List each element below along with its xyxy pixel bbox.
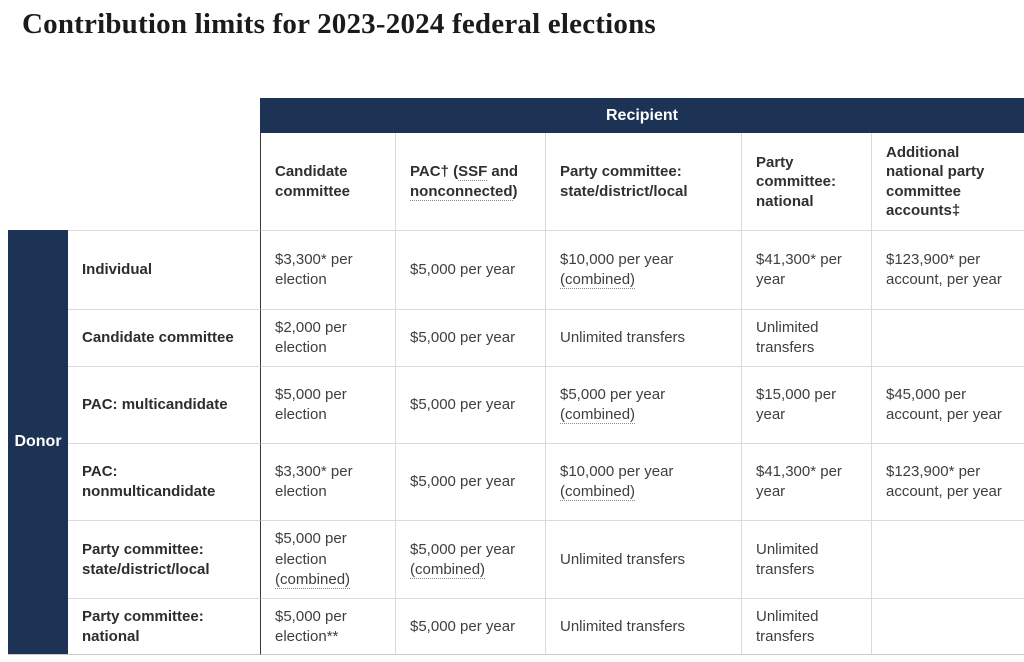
glossary-term-combined[interactable]: (combined) — [560, 271, 636, 290]
cell-text: Unlimited transfers — [756, 540, 819, 578]
table-cell: $2,000 per election — [260, 309, 395, 367]
table-cell: $3,300* per election — [260, 230, 395, 310]
glossary-term-combined[interactable]: (combined) — [410, 560, 486, 579]
row-label-text: PAC: multicandidate — [82, 396, 228, 414]
cell-text: Unlimited transfers — [560, 329, 686, 347]
table-cell: $45,000 per account, per year — [871, 366, 1024, 444]
table-cell: $5,000 per year — [395, 366, 545, 444]
contribution-limits-table: Recipient Candidate committee PAC† (SSF … — [8, 98, 1024, 656]
cell-text: $2,000 per election — [275, 319, 347, 357]
column-header-party-national: Party committee: national — [741, 133, 871, 231]
pac-header-suffix: ) — [512, 182, 518, 200]
row-label-text: Party committee: national — [82, 607, 204, 645]
row-label-pac-multicandidate: PAC: multicandidate — [68, 366, 260, 443]
row-label-text: Candidate committee — [82, 329, 234, 347]
cell-text: $5,000 per year — [410, 329, 516, 347]
table-cell: Unlimited transfers — [741, 309, 871, 367]
row-label-candidate-committee: Candidate committee — [68, 309, 260, 366]
glossary-term-combined[interactable]: (combined) — [275, 570, 351, 589]
column-header-additional-accounts: Additional national party committee acco… — [871, 133, 1024, 231]
cell-text: $10,000 per year — [560, 463, 674, 481]
cell-text: $123,900* per account, per year — [886, 463, 1002, 501]
cell-text: $5,000 per election — [275, 386, 347, 424]
column-header-label: Candidate committee — [275, 163, 351, 200]
table-cell: Unlimited transfers — [545, 598, 741, 656]
donor-band-label: Donor — [14, 433, 62, 451]
row-label-pac-nonmulticandidate: PAC: nonmulticandidate — [68, 443, 260, 520]
table-cell: Unlimited transfers — [545, 309, 741, 367]
table-cell: $5,000 per year — [395, 443, 545, 521]
donor-band: Donor — [8, 230, 68, 656]
row-label-party-state: Party committee: state/district/local — [68, 520, 260, 598]
table-cell: $123,900* per account, per year — [871, 230, 1024, 310]
cell-text: Unlimited transfers — [560, 550, 686, 568]
glossary-term-ssf[interactable]: SSF — [458, 163, 488, 182]
cell-text: Unlimited transfers — [756, 319, 819, 357]
cell-text: $5,000 per year — [410, 473, 516, 491]
cell-text: Unlimited transfers — [560, 617, 686, 635]
table-cell: $5,000 per year (combined) — [545, 366, 741, 444]
column-header-candidate-committee: Candidate committee — [260, 133, 395, 231]
table-cell: $5,000 per year (combined) — [395, 520, 545, 599]
cell-text: $41,300* per year — [756, 463, 842, 501]
row-label-text: Individual — [82, 261, 153, 279]
column-header-party-state: Party committee: state/district/local — [545, 133, 741, 231]
glossary-term-nonconnected[interactable]: nonconnected — [410, 182, 513, 201]
table-cell: $5,000 per year — [395, 230, 545, 310]
cell-text: $5,000 per year — [410, 396, 516, 414]
cell-text: $15,000 per year — [756, 386, 837, 424]
table-cell: Unlimited transfers — [545, 520, 741, 599]
table-cell-empty — [871, 520, 1024, 599]
cell-text: $5,000 per year — [410, 540, 516, 558]
table-cell: $3,300* per election — [260, 443, 395, 521]
row-label-text: PAC: nonmulticandidate — [82, 463, 216, 501]
table-cell: $41,300* per year — [741, 230, 871, 310]
cell-text: $3,300* per election — [275, 463, 353, 501]
column-header-label: Party committee: state/district/local — [560, 163, 688, 200]
column-header-label: Party committee: national — [756, 153, 837, 210]
table-cell: $5,000 per year — [395, 598, 545, 656]
table-cell-empty — [871, 598, 1024, 656]
row-label-individual: Individual — [68, 230, 260, 309]
column-header-label: Additional national party committee acco… — [886, 143, 985, 220]
table-cell: $41,300* per year — [741, 443, 871, 521]
pac-header-prefix: PAC† ( — [410, 163, 459, 181]
table-cell-empty — [871, 309, 1024, 367]
recipient-band: Recipient — [260, 98, 1024, 134]
table-cell: Unlimited transfers — [741, 520, 871, 599]
table-cell: $10,000 per year (combined) — [545, 443, 741, 521]
table-cell: $10,000 per year (combined) — [545, 230, 741, 310]
cell-text: $10,000 per year — [560, 251, 674, 269]
glossary-term-combined[interactable]: (combined) — [560, 406, 636, 425]
row-label-party-national: Party committee: national — [68, 598, 260, 656]
pac-header-and: and — [487, 163, 519, 181]
recipient-band-label: Recipient — [605, 106, 678, 124]
table-cell: $5,000 per election** — [260, 598, 395, 656]
cell-text: $3,300* per election — [275, 251, 353, 289]
cell-text: $5,000 per year — [560, 386, 666, 404]
glossary-term-combined[interactable]: (combined) — [560, 483, 636, 502]
column-header-pac: PAC† (SSF and nonconnected) — [395, 133, 545, 231]
cell-text: $45,000 per account, per year — [886, 386, 1002, 424]
cell-text: $5,000 per year — [410, 617, 516, 635]
table-cell: $15,000 per year — [741, 366, 871, 444]
column-header-label: PAC† (SSF and nonconnected) — [410, 162, 531, 201]
table-cell: $5,000 per election — [260, 366, 395, 444]
row-label-text: Party committee: state/district/local — [82, 540, 210, 578]
cell-text: $5,000 per election — [275, 530, 347, 568]
table-cell: $5,000 per year — [395, 309, 545, 367]
cell-text: $123,900* per account, per year — [886, 251, 1002, 289]
page-title: Contribution limits for 2023-2024 federa… — [22, 8, 656, 40]
cell-text: Unlimited transfers — [756, 607, 819, 645]
cell-text: $41,300* per year — [756, 251, 842, 289]
table-cell: $5,000 per election (combined) — [260, 520, 395, 599]
blank-header-cell — [68, 133, 260, 230]
cell-text: $5,000 per election** — [275, 607, 347, 645]
table-cell: Unlimited transfers — [741, 598, 871, 656]
table-cell: $123,900* per account, per year — [871, 443, 1024, 521]
cell-text: $5,000 per year — [410, 261, 516, 279]
